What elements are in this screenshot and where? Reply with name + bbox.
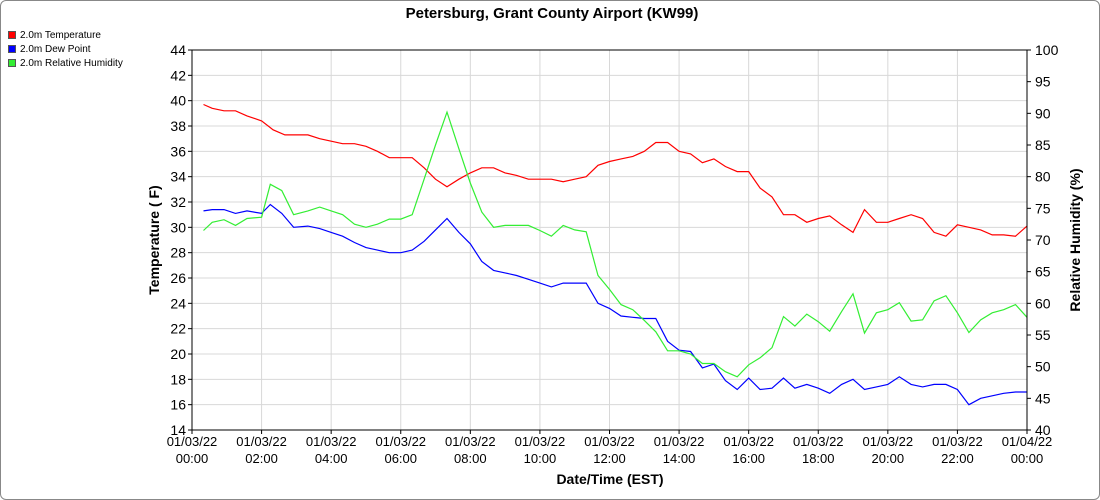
x-tick-label-time: 04:00 — [315, 451, 348, 466]
legend-label-relative-humidity: 2.0m Relative Humidity — [20, 57, 123, 69]
y2-tick-label: 60 — [1035, 295, 1051, 311]
y2-tick-label: 95 — [1035, 74, 1051, 90]
legend-item-dew-point: 2.0m Dew Point — [8, 42, 123, 56]
y-tick-label: 24 — [170, 295, 186, 311]
y-tick-label: 40 — [170, 93, 186, 109]
y2-axis-label: Relative Humidity (%) — [1067, 168, 1083, 311]
grid — [191, 49, 1028, 431]
x-tick-label-date: 01/03/22 — [515, 434, 566, 449]
y2-tick-label: 50 — [1035, 359, 1051, 375]
y-tick-label: 42 — [170, 67, 186, 83]
x-tick-label-date: 01/03/22 — [723, 434, 774, 449]
y-tick-label: 34 — [170, 169, 186, 185]
legend: 2.0m Temperature 2.0m Dew Point 2.0m Rel… — [8, 28, 123, 70]
x-tick-label-time: 16:00 — [732, 451, 765, 466]
legend-item-relative-humidity: 2.0m Relative Humidity — [8, 56, 123, 70]
x-tick-label-date: 01/03/22 — [863, 434, 914, 449]
y2-tick-label: 40 — [1035, 422, 1051, 438]
y2-tick-label: 85 — [1035, 137, 1051, 153]
x-tick-label-time: 22:00 — [941, 451, 974, 466]
y-tick-label: 18 — [170, 371, 186, 387]
y-tick-label: 32 — [170, 194, 186, 210]
x-tick-label-time: 12:00 — [593, 451, 626, 466]
y-tick-label: 36 — [170, 143, 186, 159]
x-tick-label-time: 14:00 — [663, 451, 696, 466]
y-tick-label: 30 — [170, 219, 186, 235]
y-tick-label: 44 — [170, 42, 186, 58]
x-tick-label-date: 01/03/22 — [932, 434, 983, 449]
x-tick-label-date: 01/03/22 — [236, 434, 287, 449]
x-tick-label-time: 20:00 — [872, 451, 905, 466]
x-tick-label-date: 01/03/22 — [375, 434, 426, 449]
y-tick-label: 14 — [170, 422, 186, 438]
series-layer — [203, 103, 1028, 406]
series-line-2-0m-dew-point — [203, 203, 1027, 406]
y-tick-label: 26 — [170, 270, 186, 286]
x-tick-label-time: 06:00 — [384, 451, 417, 466]
y2-tick-label: 90 — [1035, 105, 1051, 121]
x-tick-label-date: 01/04/22 — [1002, 434, 1053, 449]
y2-tick-label: 45 — [1035, 390, 1051, 406]
x-tick-label-date: 01/03/22 — [584, 434, 635, 449]
x-tick-label-date: 01/03/22 — [793, 434, 844, 449]
x-tick-label-date: 01/03/22 — [445, 434, 496, 449]
y-tick-label: 22 — [170, 321, 186, 337]
y-tick-label: 28 — [170, 245, 186, 261]
x-tick-label-time: 00:00 — [176, 451, 209, 466]
axes: 14 16 18 20 22 24 26 28 30 32 34 36 38 40 42 44 40 45 50 55… — [167, 42, 1059, 466]
x-tick-label-date: 01/03/22 — [167, 434, 218, 449]
legend-swatch-dew-point — [8, 45, 16, 53]
x-tick-label-time: 00:00 — [1011, 451, 1044, 466]
x-tick-label-time: 02:00 — [245, 451, 278, 466]
series-line-2-0m-temperature — [203, 103, 1028, 237]
legend-label-temperature: 2.0m Temperature — [20, 29, 101, 41]
legend-item-temperature: 2.0m Temperature — [8, 28, 123, 42]
y2-tick-label: 70 — [1035, 232, 1051, 248]
plot-area-border — [191, 49, 1028, 431]
y-tick-label: 20 — [170, 346, 186, 362]
x-tick-label-date: 01/03/22 — [654, 434, 705, 449]
y2-tick-label: 100 — [1035, 42, 1059, 58]
y-tick-label: 38 — [170, 118, 186, 134]
y2-tick-label: 55 — [1035, 327, 1051, 343]
series-line-2-0m-relative-humidity — [203, 110, 1028, 378]
x-tick-label-time: 18:00 — [802, 451, 835, 466]
chart-title: Petersburg, Grant County Airport (KW99) — [406, 5, 699, 22]
y-axis-label: Temperature ( F) — [146, 185, 162, 294]
legend-label-dew-point: 2.0m Dew Point — [20, 43, 91, 55]
y-tick-label: 16 — [170, 397, 186, 413]
legend-swatch-relative-humidity — [8, 59, 16, 67]
x-axis-label: Date/Time (EST) — [556, 471, 663, 487]
x-tick-label-time: 10:00 — [524, 451, 557, 466]
y2-tick-label: 65 — [1035, 264, 1051, 280]
x-tick-label-time: 08:00 — [454, 451, 487, 466]
y2-tick-label: 80 — [1035, 169, 1051, 185]
legend-swatch-temperature — [8, 31, 16, 39]
x-tick-label-date: 01/03/22 — [306, 434, 357, 449]
y2-tick-label: 75 — [1035, 200, 1051, 216]
